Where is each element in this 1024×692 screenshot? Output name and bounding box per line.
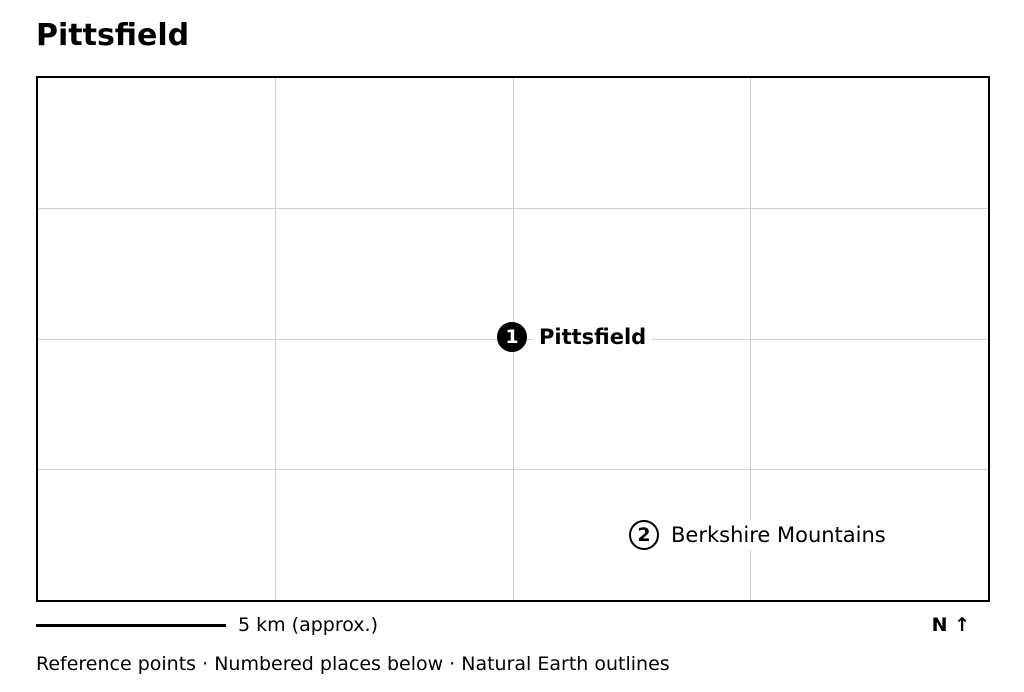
scale-label: 5 km (approx.) bbox=[238, 614, 378, 636]
north-arrow-icon: N ↑ bbox=[931, 614, 970, 636]
place-number-badge: 2 bbox=[629, 520, 659, 550]
map-canvas[interactable]: 1 Pittsfield 2 Berkshire Mountains bbox=[36, 76, 990, 602]
place-number-badge: 1 bbox=[497, 322, 527, 352]
map-title: Pittsfield bbox=[36, 18, 190, 53]
grid-line bbox=[38, 208, 988, 209]
place-marker-pittsfield[interactable]: 1 Pittsfield bbox=[497, 322, 653, 352]
place-label: Pittsfield bbox=[533, 322, 653, 352]
map-attribution: Reference points · Numbered places below… bbox=[36, 653, 670, 675]
place-label: Berkshire Mountains bbox=[665, 520, 892, 550]
place-marker-berkshire-mountains[interactable]: 2 Berkshire Mountains bbox=[629, 520, 892, 550]
grid-line bbox=[38, 469, 988, 470]
scale-bar bbox=[36, 624, 226, 627]
